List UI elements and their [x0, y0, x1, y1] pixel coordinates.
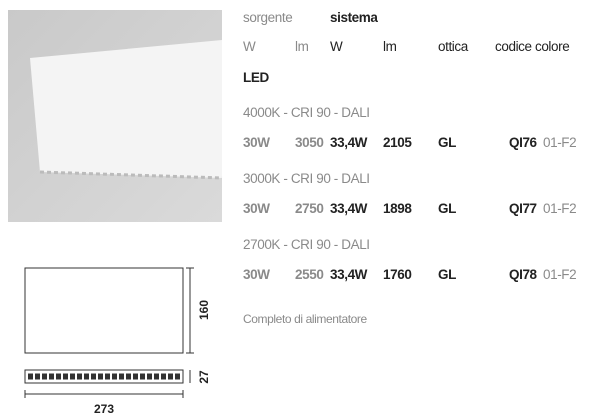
spec-cell: 30W [243, 267, 270, 282]
front-drawing [24, 267, 184, 354]
dim-height: 160 [197, 300, 211, 320]
column-header: codice colore [495, 39, 570, 54]
spec-cell: 2550 [295, 267, 324, 282]
note: Completo di alimentatore [243, 312, 367, 326]
product-panel [30, 40, 222, 178]
product-code: QI77 [509, 201, 537, 216]
spec-cell: 2105 [383, 135, 412, 150]
spec-cell: 2750 [295, 201, 324, 216]
column-header: W [243, 39, 256, 54]
header-group: sistema [330, 10, 378, 25]
spec-cell: GL [438, 267, 456, 282]
variant-label: 2700K - CRI 90 - DALI [243, 237, 370, 252]
dim-thickness: 27 [197, 370, 211, 384]
spec-cell: 33,4W [330, 267, 368, 282]
column-header: lm [383, 39, 397, 54]
column-header: ottica [438, 39, 468, 54]
spec-cell: 3050 [295, 135, 324, 150]
side-drawing [24, 369, 184, 384]
product-code: QI76 [509, 135, 537, 150]
product-code: QI78 [509, 267, 537, 282]
spec-cell: GL [438, 135, 456, 150]
spec-cell: 1898 [383, 201, 412, 216]
column-header: W [330, 39, 343, 54]
dim-width: 273 [94, 402, 114, 416]
spec-cell: 30W [243, 135, 270, 150]
spec-cell: GL [438, 201, 456, 216]
column-header: lm [295, 39, 309, 54]
variant-label: 4000K - CRI 90 - DALI [243, 105, 370, 120]
spec-cell: 33,4W [330, 135, 368, 150]
color-code: 01-F2 [543, 135, 577, 150]
header-group: sorgente [243, 10, 293, 25]
led-strip [39, 170, 223, 180]
spec-cell: 1760 [383, 267, 412, 282]
spec-cell: 30W [243, 201, 270, 216]
color-code: 01-F2 [543, 201, 577, 216]
section-title: LED [243, 70, 269, 85]
variant-label: 3000K - CRI 90 - DALI [243, 171, 370, 186]
spec-cell: 33,4W [330, 201, 368, 216]
color-code: 01-F2 [543, 267, 577, 282]
